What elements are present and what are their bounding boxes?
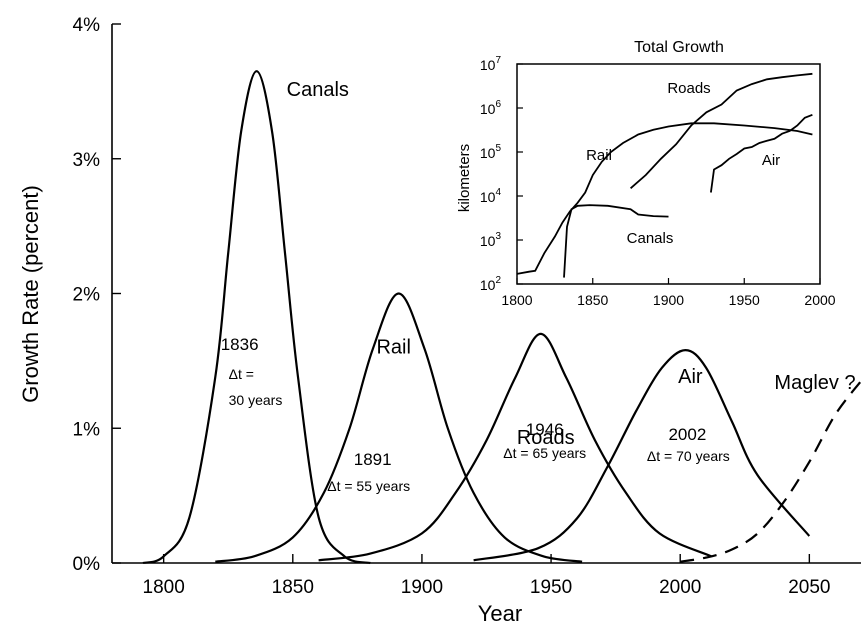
inset-y-tick-base: 10 <box>480 57 496 73</box>
curve-maglev <box>680 380 861 563</box>
inset-y-tick-base: 10 <box>480 101 496 117</box>
series-label-air: Air <box>678 366 703 388</box>
curve-rail <box>215 292 583 563</box>
inset-y-tick-label: 104 <box>480 187 502 205</box>
x-tick-label: 1800 <box>143 577 185 598</box>
inset-series-label-roads: Roads <box>667 80 710 97</box>
inset-x-tick-label: 2000 <box>804 292 835 308</box>
y-tick-label: 0% <box>73 554 101 575</box>
inset-y-tick-base: 10 <box>480 189 496 205</box>
delta-t-label-air: Δt = 70 years <box>647 448 730 464</box>
y-tick-label: 2% <box>73 285 101 306</box>
curve-air <box>473 348 811 562</box>
series-label-roads: Roads <box>517 427 575 449</box>
inset-y-tick-exponent: 5 <box>495 143 501 154</box>
inset-x-tick-label: 1850 <box>577 292 608 308</box>
inset-curve-rail <box>516 122 813 275</box>
inset-y-tick-exponent: 6 <box>495 99 501 110</box>
x-tick-label: 1950 <box>530 577 572 598</box>
inset-y-tick-base: 10 <box>480 233 496 249</box>
inset-title: Total Growth <box>634 39 724 56</box>
inset-y-tick-base: 10 <box>480 277 496 293</box>
main-chart: 0% 1% 2% 3% 4% 1800 1850 1900 1950 2000 2050 Cana… <box>18 15 861 626</box>
inset-y-tick-label: 106 <box>480 99 502 117</box>
inset-curve-air <box>710 113 813 193</box>
x-axis-title: Year <box>478 601 522 626</box>
inset-y-tick-base: 10 <box>480 145 496 161</box>
delta-t-label-rail: Δt = 55 years <box>327 478 410 494</box>
peak-year-label-air: 2002 <box>668 425 706 444</box>
delta-t-label-roads: Δt = 65 years <box>503 445 586 461</box>
inset-curve-canals <box>563 204 669 278</box>
inset-y-tick-label: 105 <box>480 143 502 161</box>
inset-y-tick-label: 103 <box>480 231 502 249</box>
x-tick-label: 2050 <box>788 577 830 598</box>
inset-y-tick-label: 102 <box>480 275 502 293</box>
inset-x-tick-label: 1900 <box>653 292 684 308</box>
peak-year-label-canals: 1836 <box>221 335 259 354</box>
inset-y-tick-label: 107 <box>480 55 502 73</box>
x-tick-label: 1900 <box>401 577 443 598</box>
delta-t-label-canals: Δt = <box>229 366 254 382</box>
inset-series-label-rail: Rail <box>586 147 612 164</box>
inset-curve-roads <box>630 72 813 189</box>
delta-t-value-canals: 30 years <box>229 392 283 408</box>
series-label-canals: Canals <box>287 79 349 101</box>
inset-y-tick-exponent: 2 <box>495 275 501 286</box>
inset-y-axis-title: kilometers <box>456 144 473 212</box>
inset-background <box>517 64 820 284</box>
inset-x-tick-label: 1800 <box>501 292 532 308</box>
inset-series-label-air: Air <box>762 152 780 169</box>
x-tick-label: 2000 <box>659 577 701 598</box>
inset-y-tick-exponent: 4 <box>495 187 501 198</box>
inset-series-label-canals: Canals <box>627 230 674 247</box>
peak-year-label-rail: 1891 <box>354 450 392 469</box>
series-label-rail: Rail <box>376 337 410 359</box>
y-tick-label: 3% <box>73 150 101 171</box>
y-tick-label: 4% <box>73 15 101 36</box>
inset-y-tick-exponent: 3 <box>495 231 501 242</box>
inset-x-tick-label: 1950 <box>729 292 760 308</box>
inset-y-tick-exponent: 7 <box>495 55 501 66</box>
y-tick-label: 1% <box>73 419 101 440</box>
series-label-maglev: Maglev ? <box>774 372 855 394</box>
curve-roads <box>318 332 712 562</box>
x-tick-label: 1850 <box>272 577 314 598</box>
curve-canals <box>142 70 371 565</box>
peak-year-label-roads: 1946 <box>526 420 564 439</box>
y-axis-title: Growth Rate (percent) <box>18 185 43 403</box>
